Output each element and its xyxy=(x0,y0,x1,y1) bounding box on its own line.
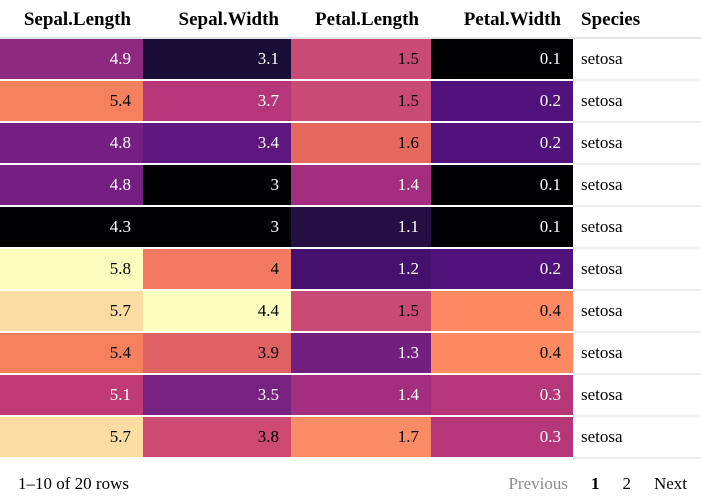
species-cell: setosa xyxy=(573,417,701,459)
value-cell: 1.5 xyxy=(291,39,431,81)
table-row: 5.7 4.4 1.5 0.4 setosa xyxy=(0,291,701,333)
value-cell: 1.2 xyxy=(291,249,431,291)
value-cell: 3.8 xyxy=(143,417,291,459)
species-cell: setosa xyxy=(573,207,701,249)
value-cell: 1.1 xyxy=(291,207,431,249)
value-cell: 4.8 xyxy=(0,165,143,207)
next-page-button[interactable]: Next xyxy=(646,474,695,494)
value-cell: 1.5 xyxy=(291,291,431,333)
species-cell: setosa xyxy=(573,165,701,207)
species-cell: setosa xyxy=(573,81,701,123)
table-row: 5.8 4 1.2 0.2 setosa xyxy=(0,249,701,291)
value-cell: 1.5 xyxy=(291,81,431,123)
value-cell: 4.3 xyxy=(0,207,143,249)
value-cell: 5.7 xyxy=(0,291,143,333)
value-cell: 0.3 xyxy=(431,417,573,459)
value-cell: 5.4 xyxy=(0,81,143,123)
value-cell: 3.9 xyxy=(143,333,291,375)
value-cell: 0.2 xyxy=(431,81,573,123)
column-header-petal-width[interactable]: Petal.Width xyxy=(431,0,573,39)
value-cell: 0.2 xyxy=(431,123,573,165)
value-cell: 3.5 xyxy=(143,375,291,417)
value-cell: 5.7 xyxy=(0,417,143,459)
column-header-sepal-length[interactable]: Sepal.Length xyxy=(0,0,143,39)
value-cell: 0.4 xyxy=(431,291,573,333)
value-cell: 0.2 xyxy=(431,249,573,291)
page-info: 1–10 of 20 rows xyxy=(18,474,129,493)
species-cell: setosa xyxy=(573,249,701,291)
value-cell: 4 xyxy=(143,249,291,291)
page-button-1[interactable]: 1 xyxy=(583,474,608,494)
value-cell: 5.1 xyxy=(0,375,143,417)
species-cell: setosa xyxy=(573,375,701,417)
species-cell: setosa xyxy=(573,39,701,81)
value-cell: 0.1 xyxy=(431,39,573,81)
table-row: 4.3 3 1.1 0.1 setosa xyxy=(0,207,701,249)
column-header-petal-length[interactable]: Petal.Length xyxy=(291,0,431,39)
iris-table: Sepal.Length Sepal.Width Petal.Length Petal… xyxy=(0,0,701,459)
species-cell: setosa xyxy=(573,291,701,333)
value-cell: 3.7 xyxy=(143,81,291,123)
value-cell: 3 xyxy=(143,165,291,207)
value-cell: 0.1 xyxy=(431,165,573,207)
table-row: 4.9 3.1 1.5 0.1 setosa xyxy=(0,39,701,81)
table-footer: 1–10 of 20 rows Previous 1 2 Next xyxy=(0,459,701,494)
table-body: 4.9 3.1 1.5 0.1 setosa 5.4 3.7 1.5 0.2 setosa 4.8 3… xyxy=(0,39,701,459)
value-cell: 5.8 xyxy=(0,249,143,291)
value-cell: 4.9 xyxy=(0,39,143,81)
table-row: 5.7 3.8 1.7 0.3 setosa xyxy=(0,417,701,459)
value-cell: 4.4 xyxy=(143,291,291,333)
table-row: 4.8 3.4 1.6 0.2 setosa xyxy=(0,123,701,165)
column-header-species[interactable]: Species xyxy=(573,0,701,39)
previous-page-button[interactable]: Previous xyxy=(500,474,576,494)
value-cell: 1.4 xyxy=(291,375,431,417)
table-row: 5.4 3.9 1.3 0.4 setosa xyxy=(0,333,701,375)
value-cell: 1.4 xyxy=(291,165,431,207)
value-cell: 5.4 xyxy=(0,333,143,375)
value-cell: 1.7 xyxy=(291,417,431,459)
table-row: 5.1 3.5 1.4 0.3 setosa xyxy=(0,375,701,417)
value-cell: 4.8 xyxy=(0,123,143,165)
species-cell: setosa xyxy=(573,123,701,165)
column-header-sepal-width[interactable]: Sepal.Width xyxy=(143,0,291,39)
value-cell: 0.1 xyxy=(431,207,573,249)
species-cell: setosa xyxy=(573,333,701,375)
page-button-2[interactable]: 2 xyxy=(614,474,639,494)
value-cell: 1.6 xyxy=(291,123,431,165)
pagination: Previous 1 2 Next xyxy=(500,474,695,494)
value-cell: 0.3 xyxy=(431,375,573,417)
table-row: 4.8 3 1.4 0.1 setosa xyxy=(0,165,701,207)
value-cell: 3.4 xyxy=(143,123,291,165)
value-cell: 1.3 xyxy=(291,333,431,375)
value-cell: 3 xyxy=(143,207,291,249)
value-cell: 0.4 xyxy=(431,333,573,375)
header-row: Sepal.Length Sepal.Width Petal.Length Petal… xyxy=(0,0,701,39)
table-row: 5.4 3.7 1.5 0.2 setosa xyxy=(0,81,701,123)
value-cell: 3.1 xyxy=(143,39,291,81)
